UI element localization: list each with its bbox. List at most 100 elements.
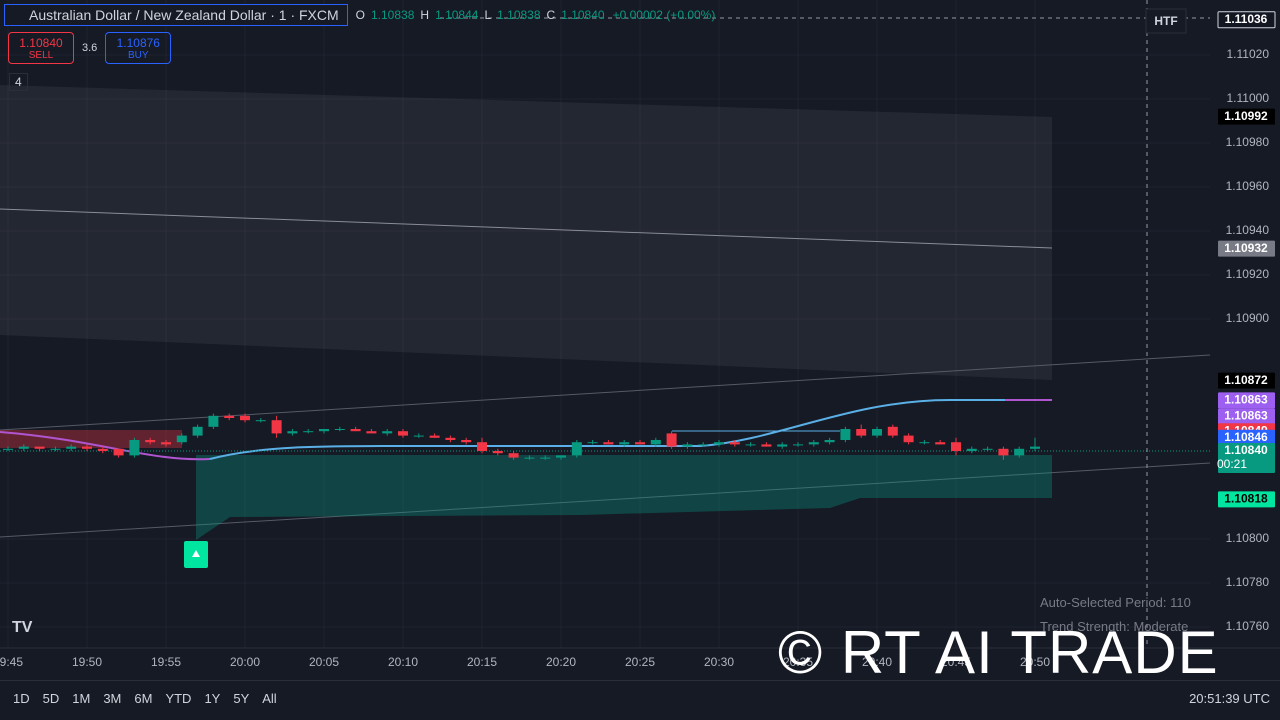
range-button[interactable]: 6M (134, 690, 153, 706)
candle-body (413, 435, 424, 437)
x-tick-label: 19:50 (72, 655, 102, 669)
x-tick-label: 20:40 (862, 655, 892, 669)
htf-box (1145, 8, 1187, 34)
candle-body (224, 415, 235, 418)
x-tick-label: 20:45 (941, 655, 971, 669)
candle-body (398, 431, 408, 436)
range-button[interactable]: 1Y (204, 690, 221, 706)
y-tick-label: 1.11020 (1227, 47, 1270, 61)
x-tick-label: 19:55 (151, 655, 181, 669)
candle-body (808, 442, 819, 445)
candle-body (382, 431, 393, 434)
price-badge (1218, 240, 1275, 257)
candle-body (208, 415, 219, 427)
y-tick-label: 1.10900 (1226, 311, 1270, 325)
ohlc-key: O (355, 8, 365, 22)
range-button[interactable]: 5D (42, 690, 60, 706)
y-tick-label: 1.10800 (1226, 531, 1270, 545)
candle-body (508, 453, 519, 458)
candle-body (824, 440, 835, 443)
x-tick-label: 20:15 (467, 655, 497, 669)
candle-body (966, 448, 977, 451)
x-tick-label: 20:00 (230, 655, 260, 669)
x-tick-label: 20:35 (783, 655, 813, 669)
candle-body (18, 446, 29, 449)
candle-body (714, 442, 724, 445)
candle-body (145, 440, 156, 443)
candle-body (524, 457, 535, 459)
price-badge (1218, 429, 1275, 446)
candle-body (619, 442, 630, 445)
toolbar: 1D 5D 1M 3M 6M YTD 1Y 5Y All 20:51:39 UTC (0, 680, 1280, 715)
candle-body (571, 442, 582, 456)
symbol[interactable]: Australian Dollar / New Zealand Dollar ·… (4, 4, 348, 26)
price-badge-timer: 00:21 (1217, 457, 1247, 471)
x-tick-label: 20:30 (704, 655, 734, 669)
sell-label: SELL (28, 49, 54, 61)
price-badge (1218, 491, 1275, 508)
channel-line (0, 354, 1211, 431)
header: Australian Dollar / New Zealand Dollar ·… (4, 4, 715, 26)
ohlc-key: H (420, 8, 430, 22)
ohlc-key: L (484, 8, 492, 22)
zone (196, 455, 1052, 540)
candle-body (540, 457, 551, 459)
candle-body (745, 444, 756, 446)
candle-body (34, 446, 45, 449)
candle-body (176, 435, 187, 443)
candle-body (461, 440, 472, 443)
candle-body (761, 444, 772, 447)
candle-body (477, 442, 487, 451)
logo: TV (12, 619, 33, 636)
price-badge (1218, 108, 1275, 125)
y-tick-label: 1.10780 (1226, 575, 1270, 589)
candle-body (998, 448, 1009, 456)
candle-body (3, 448, 13, 450)
candle-body (1030, 446, 1040, 449)
candle-body (366, 431, 377, 434)
candle-body (350, 429, 361, 432)
candle-body (97, 448, 108, 451)
candle-body (650, 440, 661, 445)
x-tick-label: 20:10 (388, 655, 418, 669)
candle-body (445, 437, 456, 440)
sell-button[interactable]: 1.10840 SELL (8, 32, 74, 64)
candle-body (192, 426, 203, 436)
clock: 20:51:39 UTC (1189, 690, 1270, 706)
zone (0, 85, 1052, 380)
x-tick-label: 20:05 (309, 655, 339, 669)
y-tick-label: 1.10940 (1226, 223, 1270, 237)
change: +0.00002 (+0.00%) (612, 8, 716, 22)
trend-note: Trend Strength: Moderate (1040, 619, 1189, 634)
range-button[interactable]: 1M (72, 690, 91, 706)
watermark: © RT AI TRADE (778, 619, 1219, 686)
price-axis (1210, 0, 1280, 648)
buy-button[interactable]: 1.10876 BUY (105, 32, 172, 64)
range-button[interactable]: 5Y (233, 690, 250, 706)
range-button[interactable]: All (262, 690, 277, 706)
y-tick-label: 1.10920 (1226, 267, 1270, 281)
price-badge (1218, 392, 1275, 409)
chart: TV HTF 1.10760 1.10780 1.10800 1.10900 1.109… (0, 0, 1280, 670)
indicator-toggle[interactable]: 4 (9, 73, 28, 91)
price-badge (1218, 408, 1275, 425)
price-badge-label: 1.11036 (1225, 12, 1268, 26)
spread: 3.6 (82, 42, 98, 54)
candle-body (935, 442, 946, 445)
candle-body (287, 431, 298, 434)
ohlc-value: 1.10838 (371, 8, 415, 22)
y-tick-label: 1.11000 (1227, 91, 1270, 105)
price-badge-label: 1.10872 (1224, 373, 1268, 387)
range-button[interactable]: 1D (13, 690, 30, 706)
candle-body (682, 444, 693, 447)
candle-body (429, 435, 440, 438)
range-button[interactable]: YTD (165, 690, 192, 706)
candle-body (777, 444, 788, 447)
period-note: Auto-Selected Period: 110 (1040, 595, 1191, 610)
candle-body (113, 448, 124, 456)
price-badge-label: 1.10846 (1224, 430, 1268, 444)
range-button[interactable]: 3M (103, 690, 122, 706)
htf-label: HTF (1154, 14, 1177, 28)
y-tick-label: 1.10980 (1226, 135, 1270, 149)
candle-body (303, 431, 314, 433)
